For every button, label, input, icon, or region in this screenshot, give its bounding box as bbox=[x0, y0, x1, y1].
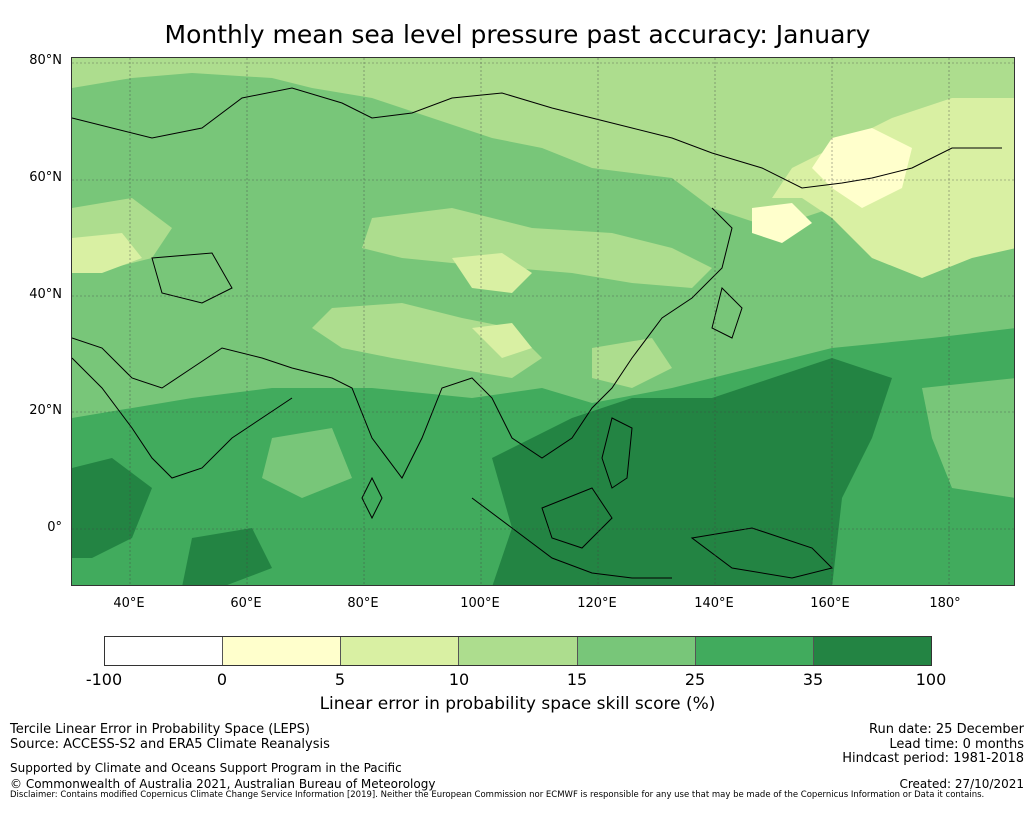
lon-label: 100°E bbox=[460, 596, 500, 611]
skill-region bbox=[182, 528, 272, 585]
caspian-outline bbox=[151, 252, 233, 304]
graticule bbox=[72, 58, 1014, 585]
lat-label: 40°N bbox=[29, 287, 62, 302]
colorbar-segment bbox=[813, 637, 931, 665]
skill-region bbox=[472, 323, 532, 358]
skill-region bbox=[452, 253, 532, 293]
coastline bbox=[72, 87, 1002, 189]
hindcast-period: Hindcast period: 1981-2018 bbox=[842, 751, 1024, 766]
lon-label: 40°E bbox=[113, 596, 145, 611]
colorbar-tick: 0 bbox=[216, 670, 228, 689]
lon-label: 160°E bbox=[810, 596, 850, 611]
island-outline bbox=[541, 487, 613, 549]
colorbar-segment bbox=[459, 637, 578, 665]
colorbar bbox=[104, 636, 932, 666]
disclaimer-text: Disclaimer: Contains modified Copernicus… bbox=[10, 790, 985, 800]
support-text: Supported by Climate and Oceans Support … bbox=[10, 761, 402, 775]
lat-label: 0° bbox=[47, 520, 62, 535]
skill-map bbox=[71, 57, 1015, 586]
lead-time: Lead time: 0 months bbox=[889, 737, 1024, 752]
lat-label: 80°N bbox=[29, 53, 62, 68]
lat-label: 60°N bbox=[29, 170, 62, 185]
colorbar-label: Linear error in probability space skill … bbox=[319, 694, 716, 714]
skill-region bbox=[262, 428, 352, 498]
island-outline bbox=[361, 476, 383, 520]
skill-region bbox=[592, 338, 672, 388]
colorbar-tick: 15 bbox=[566, 670, 588, 689]
map-title: Monthly mean sea level pressure past acc… bbox=[164, 20, 871, 49]
coastline bbox=[471, 497, 672, 579]
lat-label: 20°N bbox=[29, 403, 62, 418]
colorbar-segment bbox=[223, 637, 342, 665]
lon-label: 80°E bbox=[347, 596, 379, 611]
colorbar-tick: -100 bbox=[85, 670, 123, 689]
lon-label: 180° bbox=[929, 596, 961, 611]
copyright-text: © Commonwealth of Australia 2021, Austra… bbox=[10, 777, 436, 791]
colorbar-segment bbox=[105, 637, 224, 665]
run-date: Run date: 25 December bbox=[869, 722, 1024, 737]
skill-region bbox=[922, 378, 1014, 498]
source-text: Source: ACCESS-S2 and ERA5 Climate Reana… bbox=[10, 737, 330, 752]
skill-region bbox=[72, 233, 142, 273]
colorbar-tick: 35 bbox=[802, 670, 824, 689]
skill-region bbox=[72, 58, 1014, 228]
skill-region bbox=[492, 358, 892, 585]
lon-label: 60°E bbox=[230, 596, 262, 611]
skill-region bbox=[812, 128, 912, 208]
colorbar-tick: 25 bbox=[684, 670, 706, 689]
island-outline bbox=[711, 287, 743, 339]
map-canvas bbox=[72, 58, 1014, 585]
island-outline bbox=[601, 417, 633, 489]
lon-label: 120°E bbox=[577, 596, 617, 611]
skill-region bbox=[72, 458, 152, 558]
colorbar-segment bbox=[341, 637, 460, 665]
skill-region bbox=[752, 203, 812, 243]
coastline bbox=[72, 207, 733, 479]
coastline bbox=[72, 357, 293, 479]
skill-region bbox=[312, 303, 542, 378]
method-text: Tercile Linear Error in Probability Spac… bbox=[10, 722, 310, 737]
created-date: Created: 27/10/2021 bbox=[899, 777, 1024, 791]
colorbar-segment bbox=[577, 637, 696, 665]
colorbar-tick: 5 bbox=[334, 670, 346, 689]
colorbar-tick: 100 bbox=[915, 670, 947, 689]
lon-label: 140°E bbox=[694, 596, 734, 611]
colorbar-segment bbox=[695, 637, 814, 665]
skill-region bbox=[362, 208, 712, 288]
colorbar-tick: 10 bbox=[448, 670, 470, 689]
